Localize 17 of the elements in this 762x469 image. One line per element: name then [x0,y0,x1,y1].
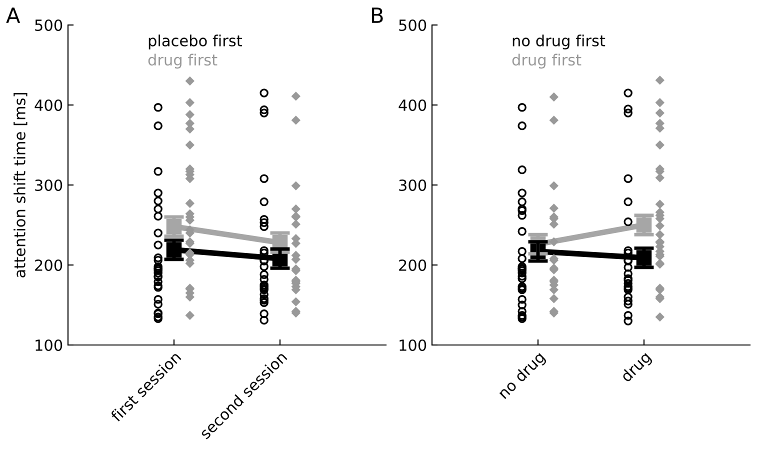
y-tick-label: 100 [400,339,426,352]
y-tick-label: 300 [399,179,426,192]
y-tick-label: 400 [398,99,426,112]
series-label: drug first [148,54,218,69]
y-tick-label: 200 [35,259,62,272]
text: B [372,8,383,23]
y-tick-label: 400 [34,99,62,112]
y-tick-label: 500 [35,19,62,32]
y-tick-label: 200 [399,259,426,272]
text: placebo first [148,34,242,50]
text: A [6,8,20,23]
y-tick-label: 100 [36,339,62,352]
text: drug first [512,54,582,69]
y-tick-label: 500 [399,19,426,32]
y-axis-title: attention shift time [ms] [14,93,28,278]
text: no drug first [512,34,606,50]
y-tick-label: 300 [35,179,62,192]
